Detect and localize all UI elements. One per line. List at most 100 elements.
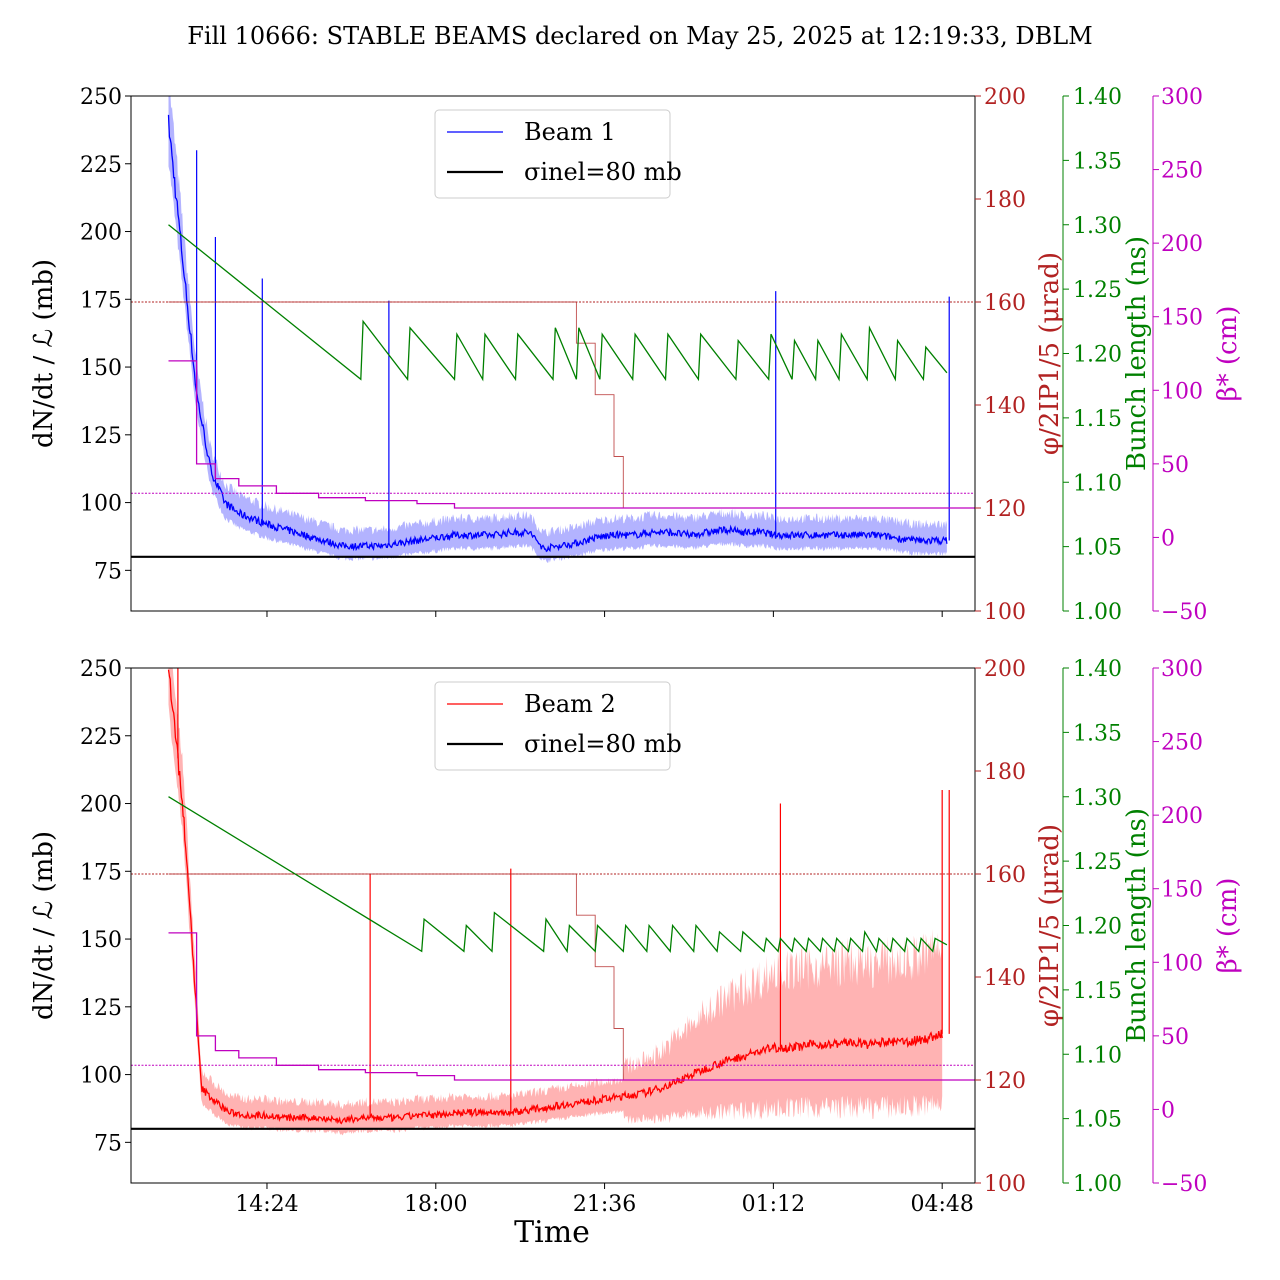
crossing-axis-label-text: φ/2IP1/5 (μrad) <box>1035 252 1065 455</box>
plot-frame <box>130 667 976 1184</box>
main-tick-label: 225 <box>80 725 122 750</box>
beta-axis-label: β* (cm) <box>1213 878 1243 974</box>
bunch-tick-label: 1.10 <box>1073 471 1122 496</box>
bunch-tick-label: 1.25 <box>1073 850 1122 875</box>
bunch-axis-label: Bunch length (ns) <box>1122 236 1152 471</box>
crossing-axis-label: φ/2IP1/5 (μrad) <box>1035 824 1065 1027</box>
main-tick-label: 125 <box>80 424 122 449</box>
legend-beam-label: Beam 1 <box>524 118 616 146</box>
figure-title: Fill 10666: STABLE BEAMS declared on May… <box>187 22 1092 50</box>
beta-tick-label: 50 <box>1161 453 1189 478</box>
bunch-tick-label: 1.15 <box>1073 979 1122 1004</box>
bunch-tick-label: 1.35 <box>1073 149 1122 174</box>
crossing-tick-label: 200 <box>984 85 1026 110</box>
beta-tick-label: 250 <box>1161 731 1203 756</box>
main-tick-label: 125 <box>80 996 122 1021</box>
bunch-tick-label: 1.40 <box>1073 657 1122 682</box>
main-y-label-text: dN/dt / ℒ (mb) <box>29 831 59 1020</box>
bunch-tick-label: 1.35 <box>1073 721 1122 746</box>
beta-tick-label: 250 <box>1161 159 1203 184</box>
beta-tick-label: 100 <box>1161 379 1203 404</box>
beta-tick-label: 0 <box>1161 1098 1175 1123</box>
legend: Beam 2 σinel=80 mb <box>434 681 682 771</box>
bunch-tick-label: 1.25 <box>1073 278 1122 303</box>
legend-beam-label: Beam 2 <box>524 690 616 718</box>
beta-tick-label: −50 <box>1161 1172 1207 1197</box>
crossing-tick-label: 140 <box>984 394 1026 419</box>
beam-band <box>168 668 943 1136</box>
bunch-tick-label: 1.30 <box>1073 214 1122 239</box>
beta-tick-label: 300 <box>1161 657 1203 682</box>
bunch-length-line <box>168 796 948 954</box>
main-tick-label: 200 <box>80 793 122 818</box>
main-tick-label: 250 <box>80 85 122 110</box>
main-y-label: dN/dt / ℒ (mb) <box>29 831 59 1020</box>
bunch-tick-label: 1.05 <box>1073 1108 1122 1133</box>
crossing-tick-label: 100 <box>984 1172 1026 1197</box>
bunch-tick-label: 1.00 <box>1073 1172 1122 1197</box>
bunch-axis-label: Bunch length (ns) <box>1122 808 1152 1043</box>
x-tick-label: 14:24 <box>235 1192 298 1217</box>
x-tick-label: 21:36 <box>573 1192 636 1217</box>
main-tick-label: 75 <box>94 559 122 584</box>
bunch-tick-label: 1.20 <box>1073 343 1122 368</box>
plot-area <box>131 96 975 563</box>
beta-axis-label-text: β* (cm) <box>1213 306 1243 402</box>
beta-axis-label: β* (cm) <box>1213 306 1243 402</box>
crossing-angle-line <box>168 301 975 509</box>
crossing-tick-label: 180 <box>984 188 1026 213</box>
main-tick-label: 100 <box>80 1064 122 1089</box>
crossing-tick-label: 120 <box>984 497 1026 522</box>
bunch-tick-label: 1.15 <box>1073 407 1122 432</box>
plot-area <box>131 668 975 1136</box>
main-tick-label: 200 <box>80 221 122 246</box>
crossing-axis-label-text: φ/2IP1/5 (μrad) <box>1035 824 1065 1027</box>
crossing-tick-label: 140 <box>984 966 1026 991</box>
beam-band <box>168 96 947 563</box>
bunch-tick-label: 1.00 <box>1073 600 1122 625</box>
beta-tick-label: 150 <box>1161 878 1203 903</box>
crossing-tick-label: 180 <box>984 760 1026 785</box>
crossing-tick-label: 160 <box>984 863 1026 888</box>
crossing-tick-label: 100 <box>984 600 1026 625</box>
bunch-tick-label: 1.30 <box>1073 786 1122 811</box>
beta-axis-label-text: β* (cm) <box>1213 878 1243 974</box>
x-tick-label: 01:12 <box>742 1192 805 1217</box>
main-tick-label: 175 <box>80 860 122 885</box>
bunch-axis-label-text: Bunch length (ns) <box>1122 808 1152 1043</box>
beta-tick-label: 50 <box>1161 1025 1189 1050</box>
beta-tick-label: 0 <box>1161 526 1175 551</box>
main-tick-label: 150 <box>80 356 122 381</box>
crossing-tick-label: 200 <box>984 657 1026 682</box>
panel-top-beam-1: 75 100 125 150 175 200 225 250 dN/dt / ℒ (mb) 100… <box>29 85 1243 625</box>
bunch-tick-label: 1.20 <box>1073 915 1122 940</box>
beta-tick-label: 200 <box>1161 232 1203 257</box>
beta-tick-label: −50 <box>1161 600 1207 625</box>
crossing-tick-label: 120 <box>984 1069 1026 1094</box>
main-tick-label: 75 <box>94 1131 122 1156</box>
main-tick-label: 250 <box>80 657 122 682</box>
bunch-length-line <box>168 224 948 382</box>
beta-star-line <box>168 360 975 509</box>
beta-tick-label: 200 <box>1161 804 1203 829</box>
main-tick-label: 100 <box>80 492 122 517</box>
bunch-axis-label-text: Bunch length (ns) <box>1122 236 1152 471</box>
x-tick-label: 04:48 <box>910 1192 973 1217</box>
main-tick-label: 150 <box>80 928 122 953</box>
beam-line <box>167 669 943 1125</box>
legend-ref-label: σinel=80 mb <box>524 158 682 186</box>
beta-tick-label: 300 <box>1161 85 1203 110</box>
x-axis-label: Time <box>514 1215 590 1250</box>
crossing-tick-label: 160 <box>984 291 1026 316</box>
bunch-tick-label: 1.40 <box>1073 85 1122 110</box>
main-tick-label: 175 <box>80 288 122 313</box>
bunch-tick-label: 1.10 <box>1073 1043 1122 1068</box>
bunch-tick-label: 1.05 <box>1073 536 1122 561</box>
main-y-label: dN/dt / ℒ (mb) <box>29 259 59 448</box>
beta-tick-label: 100 <box>1161 951 1203 976</box>
beta-tick-label: 150 <box>1161 306 1203 331</box>
crossing-axis-label: φ/2IP1/5 (μrad) <box>1035 252 1065 455</box>
panel-bottom-beam-2: 75 100 125 150 175 200 225 250 dN/dt / ℒ (mb) 14:… <box>29 657 1243 1217</box>
plot-frame <box>130 95 976 612</box>
